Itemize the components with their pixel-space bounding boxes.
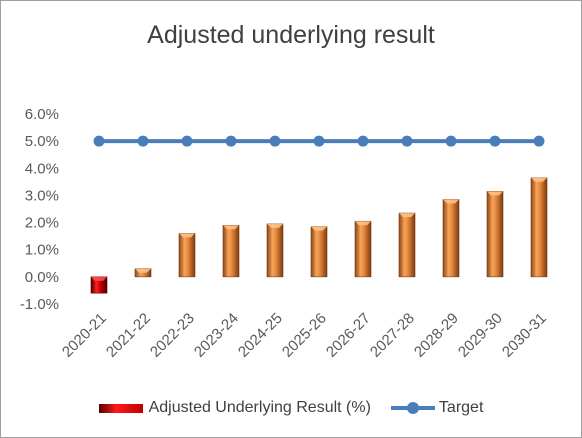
x-tick-label: 2027-28 [367, 310, 418, 361]
bar-cap [223, 225, 239, 230]
x-tick-label: 2029-30 [455, 310, 506, 361]
bar [486, 191, 504, 278]
bar-cap [443, 199, 459, 204]
y-tick-label: 5.0% [25, 133, 59, 150]
target-marker [533, 135, 545, 147]
x-tick-label: 2023-24 [191, 310, 242, 361]
x-tick-label: 2021-22 [103, 310, 154, 361]
x-tick-label: 2025-26 [279, 310, 330, 361]
y-tick-label: 3.0% [25, 187, 59, 204]
legend-item-target: Target [390, 399, 484, 417]
bar-cap [399, 213, 415, 218]
bar [222, 224, 240, 278]
legend-label-target: Target [438, 399, 484, 416]
x-tick-label: 2024-25 [235, 310, 286, 361]
bar [178, 233, 196, 278]
target-marker [401, 135, 413, 147]
target-marker [181, 135, 193, 147]
bar [442, 199, 460, 278]
target-marker [137, 135, 149, 147]
bar [530, 177, 548, 278]
x-tick-label: 2026-27 [323, 310, 374, 361]
legend-item-bars: Adjusted Underlying Result (%) [98, 399, 371, 417]
bar-cap [311, 226, 327, 231]
y-tick-label: -1.0% [20, 296, 59, 313]
target-marker [313, 135, 325, 147]
bar-cap [267, 223, 283, 228]
bar-cap [179, 233, 195, 238]
x-tick-label: 2028-29 [411, 310, 462, 361]
y-tick-label: 4.0% [25, 160, 59, 177]
target-marker [225, 135, 237, 147]
target-marker [357, 135, 369, 147]
target-marker [269, 135, 281, 147]
target-marker [489, 135, 501, 147]
y-tick-label: 0.0% [25, 269, 59, 286]
legend: Adjusted Underlying Result (%) Target [1, 397, 581, 419]
bar-cap [487, 191, 503, 196]
chart-title: Adjusted underlying result [147, 21, 435, 49]
legend-label-bars: Adjusted Underlying Result (%) [148, 399, 371, 416]
x-tick-label: 2022-23 [147, 310, 198, 361]
bar [354, 220, 372, 278]
target-marker [93, 135, 105, 147]
y-tick-label: 1.0% [25, 242, 59, 259]
legend-swatch-line [390, 401, 435, 415]
bar [398, 212, 416, 278]
bar [310, 226, 328, 278]
bar-cap [135, 268, 151, 273]
target-marker [445, 135, 457, 147]
x-tick-label: 2020-21 [59, 310, 110, 361]
bar [266, 223, 284, 278]
bar-cap [91, 276, 107, 281]
bar-cap [531, 177, 547, 182]
x-tick-label: 2030-31 [499, 310, 550, 361]
bar-cap [355, 221, 371, 226]
y-tick-label: 2.0% [25, 215, 59, 232]
y-tick-label: 6.0% [25, 106, 59, 123]
legend-swatch-bar [98, 403, 143, 413]
